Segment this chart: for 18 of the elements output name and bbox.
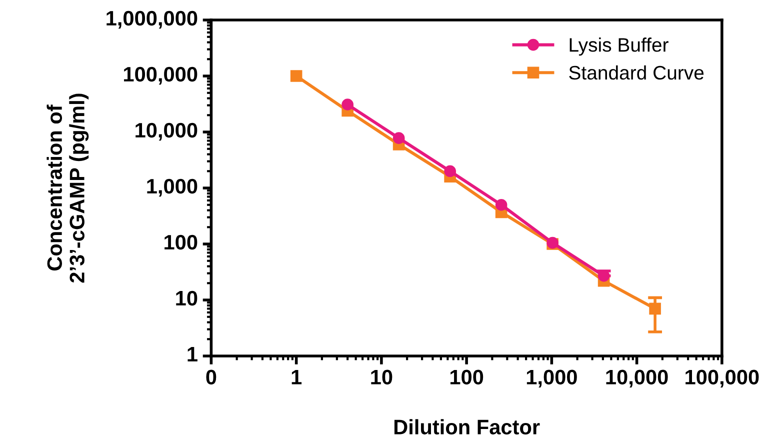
- y-tick-label: 100,000: [124, 66, 198, 85]
- legend-label: Standard Curve: [569, 65, 704, 80]
- x-tick-label: 1,000: [526, 370, 577, 388]
- y-tick-label: 10,000: [136, 122, 198, 141]
- y-axis-title: Concentration of 2’3’-cGAMP (pg/ml): [46, 94, 89, 283]
- x-tick-label: 0: [206, 370, 216, 384]
- y-tick-label: 100: [164, 234, 198, 250]
- y-tick-label: 1: [188, 347, 198, 362]
- x-axis-title: Dilution Factor: [394, 419, 540, 434]
- y-tick-label: 1,000,000: [106, 10, 198, 29]
- x-tick-label: 100,000: [686, 370, 759, 388]
- x-tick-label: 100: [450, 370, 484, 384]
- x-tick-label: 10: [371, 370, 392, 384]
- legend-label: Lysis Buffer: [570, 38, 668, 56]
- y-tick-label: 1,000: [147, 178, 198, 197]
- x-tick-label: 1: [292, 370, 302, 384]
- x-tick-label: 10,000: [606, 370, 668, 388]
- y-tick-label: 10: [176, 290, 198, 306]
